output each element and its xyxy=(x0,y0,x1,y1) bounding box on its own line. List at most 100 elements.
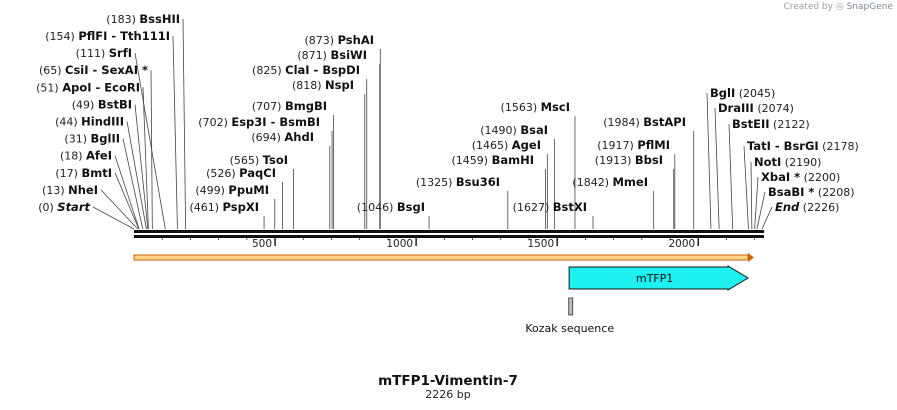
site-bstbi[interactable]: (49) BstBI xyxy=(72,97,149,230)
site-label: (825) ClaI - BspDI xyxy=(252,63,360,77)
site-label: (1325) Bsu36I xyxy=(416,175,500,189)
site-position: (1917) xyxy=(597,139,637,152)
site-ppumi[interactable]: (499) PpuMI xyxy=(195,183,276,229)
site-name: CsiI - SexAI * xyxy=(65,63,148,77)
site-bamhi[interactable]: (1459) BamHI xyxy=(452,153,547,229)
site-pspxi[interactable]: (461) PspXI xyxy=(189,200,265,229)
site-afei[interactable]: (18) AfeI xyxy=(60,149,140,230)
site-position: (2208) xyxy=(814,186,854,199)
site-noti[interactable]: NotI (2190) xyxy=(750,155,821,230)
site-position: (154) xyxy=(45,30,78,43)
site-leader-line xyxy=(134,53,166,230)
site-name: BglI xyxy=(710,86,735,100)
site-name: MscI xyxy=(541,100,570,114)
site-hindiii[interactable]: (44) HindIII xyxy=(55,115,147,230)
site-bsshii[interactable]: (183) BssHII xyxy=(106,12,187,230)
site-position: (871) xyxy=(297,49,330,62)
site-name: DraIII xyxy=(718,101,754,115)
site-bstxi[interactable]: (1627) BstXI xyxy=(513,200,594,229)
site-pflmi[interactable]: (1917) PflMI xyxy=(597,138,676,229)
site-label: (0) Start xyxy=(38,200,90,214)
site-pshai[interactable]: (873) PshAI xyxy=(304,33,381,229)
site-bsgi[interactable]: (1046) BsgI xyxy=(357,200,430,229)
site-position: (0) xyxy=(38,201,57,214)
orf-bar[interactable] xyxy=(133,254,749,261)
site-position: (1984) xyxy=(603,116,643,129)
site-bstapi[interactable]: (1984) BstAPI xyxy=(603,115,695,229)
site-position: (17) xyxy=(55,167,81,180)
site-name: HindIII xyxy=(81,115,124,129)
site-bsteii[interactable]: BstEII (2122) xyxy=(728,117,810,230)
site-name: End xyxy=(775,200,800,214)
site-leader-line xyxy=(182,18,187,230)
site-label: (1459) BamHI xyxy=(452,153,535,167)
site-position: (873) xyxy=(304,34,337,47)
site-name: ClaI - BspDI xyxy=(285,63,360,77)
mtfp1-feature-arrow[interactable] xyxy=(568,265,749,291)
site-position: (1459) xyxy=(452,154,492,167)
site-position: (44) xyxy=(55,116,81,129)
site-nhei[interactable]: (13) NheI xyxy=(42,183,138,230)
site-label: (1842) MmeI xyxy=(572,175,648,189)
site-bsu36i[interactable]: (1325) Bsu36I xyxy=(416,175,509,229)
site-msci[interactable]: (1563) MscI xyxy=(501,100,576,229)
site-bsiwi[interactable]: (871) BsiWI xyxy=(297,48,381,229)
site-bsabi[interactable]: BsaBI * (2208) xyxy=(756,185,855,230)
site-label: (51) ApoI - EcoRI xyxy=(36,80,140,94)
site-bbsi[interactable]: (1913) BbsI xyxy=(595,153,675,229)
site-end[interactable]: End (2226) xyxy=(761,200,839,230)
ruler-tick-label: 2000 xyxy=(669,238,696,250)
site-xbai[interactable]: XbaI * (2200) xyxy=(754,170,841,230)
site-name: BmtI xyxy=(81,166,112,180)
site-label: (1490) BsaI xyxy=(480,123,548,137)
site-position: (1627) xyxy=(513,201,553,214)
site-tsoi[interactable]: (565) TsoI xyxy=(230,153,294,229)
kozak-sequence-label: Kozak sequence xyxy=(525,322,614,335)
site-label: (1984) BstAPI xyxy=(603,115,686,129)
site-ahdi[interactable]: (694) AhdI xyxy=(251,130,331,229)
site-label: (1465) AgeI xyxy=(472,138,541,152)
site-paqci[interactable]: (526) PaqCI xyxy=(206,166,283,229)
site-label: BstEII (2122) xyxy=(732,117,810,131)
site-position: (1913) xyxy=(595,154,635,167)
site-position: (499) xyxy=(195,184,228,197)
site-position: (565) xyxy=(230,154,263,167)
site-name: PshAI xyxy=(338,33,374,47)
site-name: SrfI xyxy=(109,46,132,60)
site-leader-line xyxy=(750,161,753,230)
site-mmei[interactable]: (1842) MmeI xyxy=(572,175,655,229)
site-srfi[interactable]: (111) SrfI xyxy=(76,46,166,230)
site-apoi-ecori[interactable]: (51) ApoI - EcoRI xyxy=(36,80,149,230)
site-leader-line xyxy=(756,191,766,230)
site-position: (1842) xyxy=(572,176,612,189)
site-tati-bsrgi[interactable]: TatI - BsrGI (2178) xyxy=(743,139,859,230)
site-bgli[interactable]: BglI (2045) xyxy=(706,86,775,230)
kozak-sequence-marker[interactable] xyxy=(568,297,574,316)
site-name: PflMI xyxy=(637,138,670,152)
site-name: BglII xyxy=(91,132,121,146)
site-name: XbaI * xyxy=(761,170,800,184)
site-bsai[interactable]: (1490) BsaI xyxy=(480,123,555,229)
site-nspi[interactable]: (818) NspI xyxy=(292,78,366,229)
site-name: PflFI - Tth111I xyxy=(78,29,170,43)
site-label: (871) BsiWI xyxy=(297,48,367,62)
site-label: (461) PspXI xyxy=(189,200,259,214)
site-pflfi-tth111i[interactable]: (154) PflFI - Tth111I xyxy=(45,29,178,230)
site-position: (49) xyxy=(72,98,98,111)
orf-arrow-head xyxy=(748,253,754,262)
site-bmgbi[interactable]: (707) BmgBI xyxy=(252,99,334,229)
site-draiii[interactable]: DraIII (2074) xyxy=(714,101,794,230)
site-bglii[interactable]: (31) BglII xyxy=(64,132,144,230)
site-name: BbsI xyxy=(635,153,663,167)
site-agei[interactable]: (1465) AgeI xyxy=(472,138,548,229)
site-name: PspXI xyxy=(223,200,259,214)
site-start[interactable]: (0) Start xyxy=(38,200,135,230)
site-label: (65) CsiI - SexAI * xyxy=(39,63,148,77)
site-name: TsoI xyxy=(263,153,288,167)
site-name: Bsu36I xyxy=(456,175,500,189)
site-clai-bspdi[interactable]: (825) ClaI - BspDI xyxy=(252,63,368,229)
site-position: (2045) xyxy=(735,87,775,100)
site-esp3i-bsmbi[interactable]: (702) Esp3I - BsmBI xyxy=(198,115,333,229)
site-bmti[interactable]: (17) BmtI xyxy=(55,166,140,230)
